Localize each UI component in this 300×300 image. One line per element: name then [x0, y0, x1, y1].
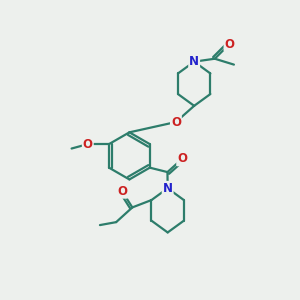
Text: O: O — [171, 116, 181, 128]
Text: N: N — [163, 182, 173, 195]
Text: O: O — [177, 152, 187, 165]
Text: N: N — [189, 55, 199, 68]
Text: O: O — [83, 138, 93, 151]
Text: O: O — [117, 185, 127, 198]
Text: O: O — [224, 38, 235, 50]
